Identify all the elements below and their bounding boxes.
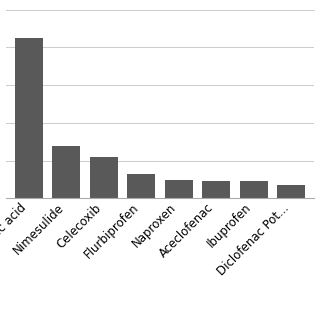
Bar (165, 180, 193, 198)
Bar (202, 181, 230, 198)
Bar (240, 181, 268, 198)
Bar (15, 38, 43, 198)
Bar (90, 157, 118, 198)
Bar (277, 185, 305, 198)
Bar (127, 174, 155, 198)
Bar (52, 146, 80, 198)
